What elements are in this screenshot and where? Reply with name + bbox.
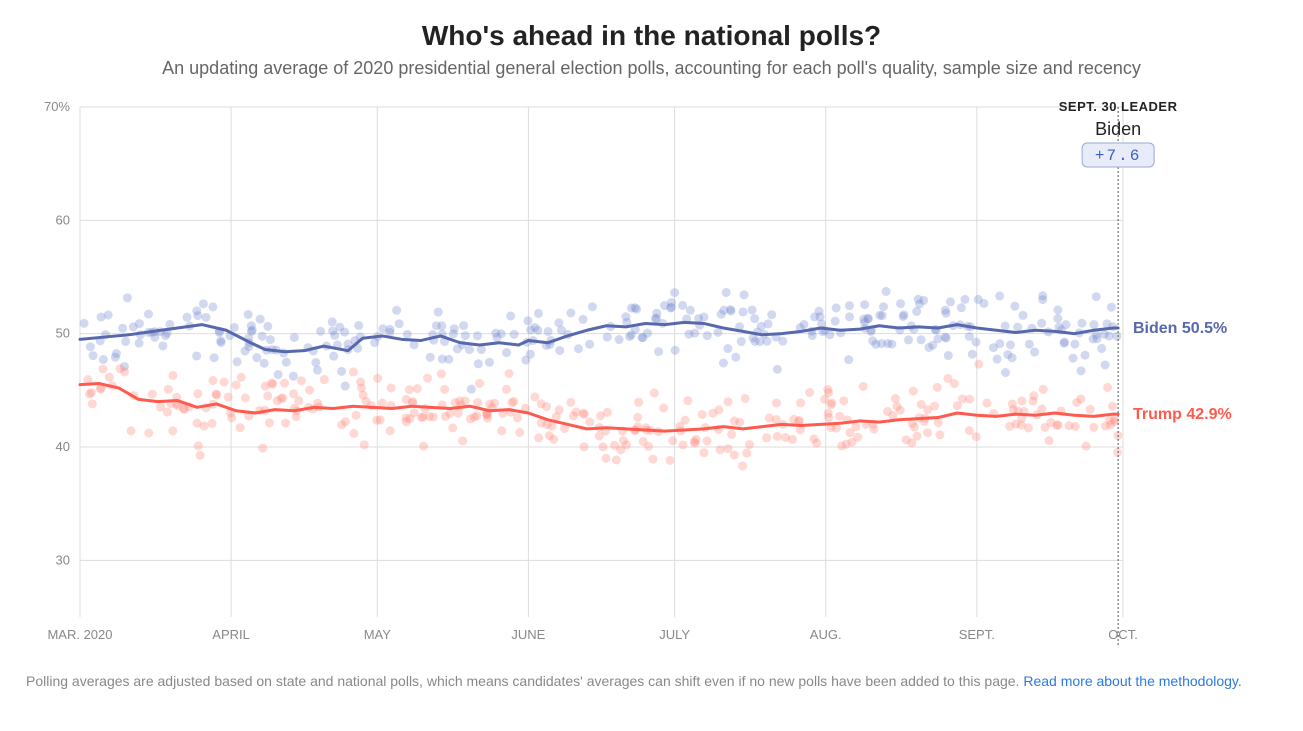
- methodology-link[interactable]: Read more about the methodology.: [1023, 673, 1241, 689]
- biden-scatter: [80, 287, 1122, 394]
- footnote-text: Polling averages are adjusted based on s…: [26, 673, 1023, 689]
- leader-margin-text: +7.6: [1095, 147, 1141, 165]
- svg-text:40: 40: [56, 439, 70, 454]
- svg-text:JUNE: JUNE: [511, 627, 545, 642]
- leader-name: Biden: [1095, 119, 1141, 139]
- svg-text:JULY: JULY: [659, 627, 690, 642]
- svg-text:SEPT.: SEPT.: [959, 627, 995, 642]
- trump-end-label: Trump 42.9%: [1133, 406, 1232, 423]
- svg-text:OCT.: OCT.: [1108, 627, 1138, 642]
- svg-text:60: 60: [56, 212, 70, 227]
- svg-text:AUG.: AUG.: [810, 627, 842, 642]
- svg-text:70%: 70%: [44, 99, 70, 114]
- svg-text:30: 30: [56, 552, 70, 567]
- chart-subtitle: An updating average of 2020 presidential…: [20, 58, 1283, 79]
- leader-date-label: SEPT. 30 LEADER: [1059, 99, 1178, 114]
- svg-text:APRIL: APRIL: [212, 627, 250, 642]
- poll-chart-svg: 30 40 50 60 70% MAR. 2020 APRIL MAY JUNE JULY AUG.…: [20, 97, 1283, 657]
- chart-area: 30 40 50 60 70% MAR. 2020 APRIL MAY JUNE JULY AUG.…: [20, 97, 1283, 657]
- svg-text:MAY: MAY: [364, 627, 392, 642]
- footnote: Polling averages are adjusted based on s…: [26, 671, 1277, 692]
- biden-end-label: Biden 50.5%: [1133, 320, 1227, 337]
- svg-text:MAR. 2020: MAR. 2020: [47, 627, 112, 642]
- chart-title: Who's ahead in the national polls?: [20, 20, 1283, 52]
- svg-text:50: 50: [56, 326, 70, 341]
